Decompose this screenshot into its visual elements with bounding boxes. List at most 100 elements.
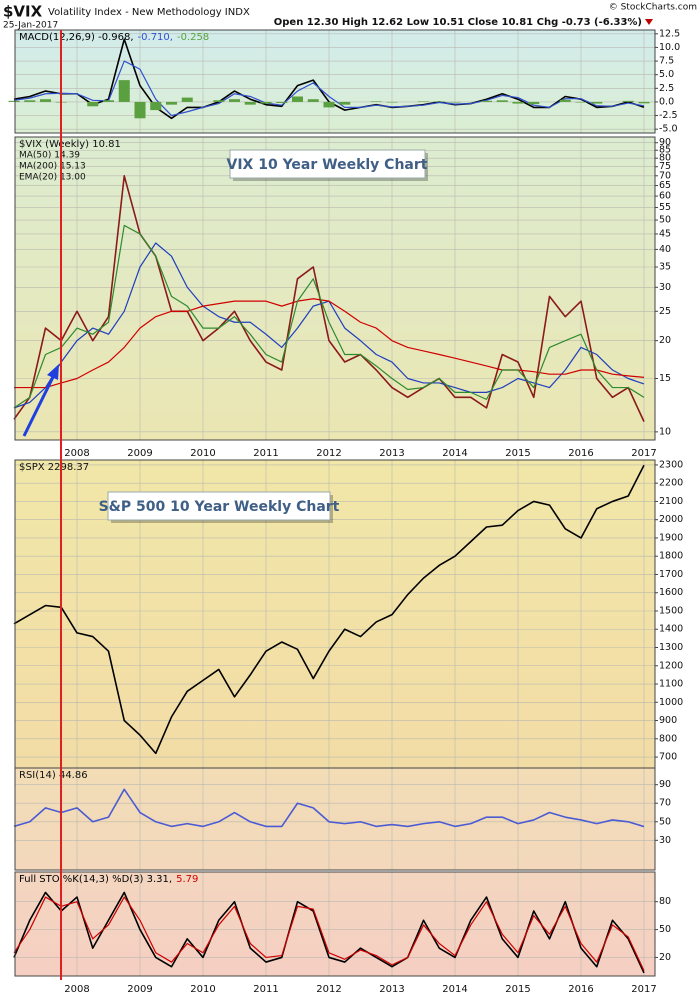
y-tick-label: 2200: [659, 478, 683, 489]
y-tick-label: 900: [659, 715, 677, 726]
y-tick-label: 85: [659, 145, 671, 156]
y-tick-label: 30: [659, 282, 671, 293]
y-tick-label: 10.0: [659, 42, 680, 53]
x-tick-label: 2012: [316, 448, 341, 459]
y-tick-label: 40: [659, 244, 671, 255]
legend-entry: EMA(20) 13.00: [19, 173, 86, 183]
date: 25-Jan-2017: [3, 21, 58, 31]
histogram-bar: [307, 99, 319, 102]
series-line: [14, 298, 645, 389]
y-tick-label: 10: [659, 426, 671, 437]
panel-frame: [14, 29, 656, 134]
histogram-bar: [87, 101, 99, 107]
y-tick-label: 700: [659, 752, 677, 763]
legend-entry: RSI(14) 44.86: [19, 770, 88, 781]
histogram-bar: [417, 101, 430, 102]
panel-bg: [15, 768, 655, 870]
panel-bg: [15, 30, 655, 133]
y-tick-label: 35: [659, 262, 671, 273]
histogram-bar: [559, 99, 571, 102]
histogram-bar: [433, 101, 445, 102]
series-line: [13, 896, 645, 971]
y-tick-label: -2.5: [659, 110, 678, 121]
x-tick-label: 2010: [190, 984, 215, 995]
x-tick-label: 2011: [253, 448, 278, 459]
overlays: VIX 10 Year Weekly Chart S&P 500 10 Year…: [22, 30, 428, 980]
y-tick-label: 80: [659, 153, 671, 164]
y-tick-label: 1600: [659, 587, 683, 598]
annotation: S&P 500 10 Year Weekly Chart: [99, 499, 340, 515]
x-tick-label: 2008: [64, 984, 89, 995]
y-tick-label: 90: [659, 137, 671, 148]
y-tick-label: 50: [659, 215, 671, 226]
x-tick-label: 2009: [127, 448, 152, 459]
histogram-bar: [213, 100, 225, 102]
histogram-bar: [39, 99, 52, 102]
x-tick-label: 2012: [316, 984, 341, 995]
quote: Open 12.30 High 12.62 Low 10.51 Close 10…: [274, 17, 642, 28]
y-tick-label: 30: [659, 835, 671, 846]
legend-entry: Full STO %K(14,3) %D(3) 3.31,: [19, 874, 172, 885]
histogram-bar: [449, 101, 461, 103]
y-tick-label: 5.0: [659, 69, 674, 80]
panel-frame: [14, 871, 656, 977]
legend-entry: MACD(12,26,9) -0.968,: [19, 32, 134, 43]
y-tick-label: 15: [659, 373, 671, 384]
histogram-bar: [165, 101, 178, 105]
histogram-bar: [244, 101, 256, 105]
histogram-bar: [386, 101, 398, 103]
legend-entry: -0.258: [177, 32, 209, 43]
y-tick-label: 20: [659, 335, 671, 346]
y-tick-label: 1000: [659, 697, 683, 708]
x-tick-label: 2010: [190, 448, 215, 459]
histogram-bar: [591, 101, 603, 104]
histogram-bar: [339, 101, 351, 105]
histogram-bar: [276, 101, 288, 104]
histogram-bar: [150, 101, 162, 111]
histogram-bar: [118, 80, 130, 102]
y-tick-label: 2100: [659, 496, 683, 507]
arrow-head: [47, 364, 59, 380]
y-tick-label: 0.0: [659, 96, 674, 107]
y-tick-label: 1700: [659, 569, 683, 580]
histogram-bar: [622, 100, 634, 102]
header: $VIX Volatility Index - New Methodology …: [3, 3, 697, 31]
y-tick-label: 1300: [659, 642, 683, 653]
x-tick-label: 2016: [568, 984, 593, 995]
y-tick-label: 800: [659, 733, 677, 744]
histogram-bar: [480, 100, 493, 102]
y-tick-label: 25: [659, 306, 671, 317]
x-tick-label: 2011: [253, 984, 278, 995]
legend-entry: 5.79: [176, 874, 198, 885]
y-tick-label: 80: [659, 896, 671, 907]
legend: Full STO %K(14,3) %D(3) 3.31, 5.79: [19, 874, 198, 885]
x-tick-label: 2013: [379, 984, 404, 995]
histogram-bar: [8, 100, 20, 102]
x-tick-label: 2008: [64, 448, 89, 459]
source: © StockCharts.com: [609, 3, 697, 13]
histogram-bar: [370, 101, 382, 102]
histogram-bar: [323, 101, 335, 108]
panel-bg: [15, 137, 655, 440]
y-tick-label: 1500: [659, 605, 683, 616]
y-tick-label: 55: [659, 202, 671, 213]
panel-bg: [15, 872, 655, 976]
y-tick-label: 90: [659, 779, 671, 790]
y-tick-label: 20: [659, 952, 671, 963]
annotation: VIX 10 Year Weekly Chart: [227, 157, 428, 173]
legend-entry: $VIX (Weekly) 10.81: [19, 139, 121, 150]
y-tick-label: 1100: [659, 679, 683, 690]
series-line: [13, 891, 645, 974]
panel-frame: [14, 767, 656, 871]
histogram-bar: [528, 101, 540, 105]
legend-entry: MA(200) 15.13: [19, 162, 86, 172]
y-tick-label: -5.0: [659, 124, 678, 135]
symbol: $VIX: [3, 3, 43, 21]
series-line: [13, 174, 645, 422]
histogram-bar: [24, 100, 36, 102]
y-tick-label: 65: [659, 180, 671, 191]
histogram-bar: [291, 96, 304, 102]
histogram-bar: [638, 101, 650, 104]
histogram-bar: [134, 101, 146, 119]
